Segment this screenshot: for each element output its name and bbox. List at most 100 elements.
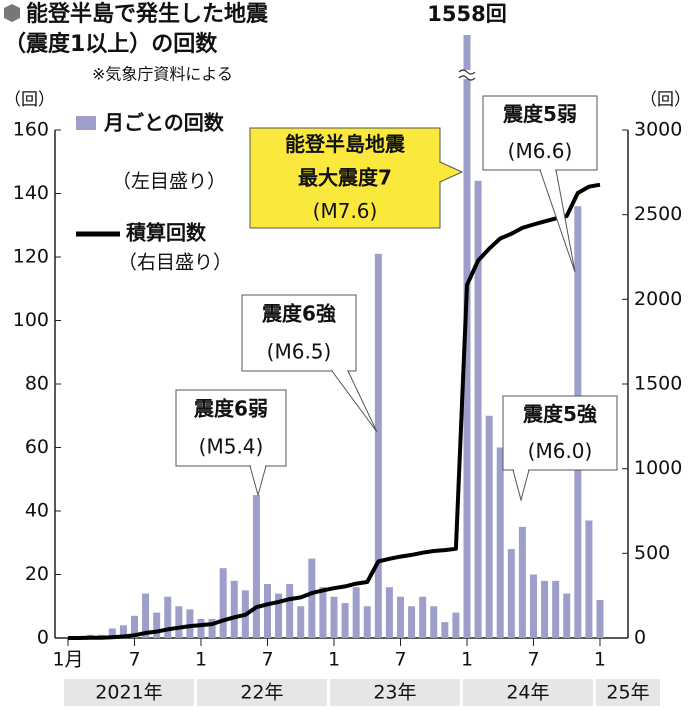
- callout-text: 震度5弱: [503, 102, 577, 126]
- bar: [197, 618, 205, 638]
- bar: [485, 415, 493, 638]
- bar: [463, 35, 471, 638]
- callout-text: (M5.4): [199, 435, 264, 459]
- callout-text: (M7.6): [313, 199, 378, 223]
- callout-pointer: [331, 370, 378, 433]
- bar: [263, 584, 271, 638]
- y2-tick-label: 2000: [634, 288, 682, 310]
- x-tick-label: 7: [527, 649, 539, 671]
- legend-note: （右目盛り）: [118, 252, 232, 274]
- year-band: [462, 679, 593, 706]
- bar: [330, 596, 338, 638]
- bar: [474, 180, 482, 639]
- legend-label: 月ごとの回数: [103, 111, 225, 135]
- callout-text: (M6.0): [528, 439, 593, 463]
- bar: [308, 558, 316, 638]
- y2-tick-label: 2500: [634, 203, 682, 225]
- callout-pointer: [439, 161, 464, 183]
- y-tick-label: 60: [25, 436, 49, 458]
- bar: [219, 568, 227, 638]
- bar: [541, 580, 549, 638]
- bar: [186, 609, 194, 638]
- bar: [208, 618, 216, 638]
- bar: [230, 580, 238, 638]
- bar: [552, 580, 560, 638]
- bar: [596, 599, 604, 638]
- bar: [585, 520, 593, 638]
- bar: [396, 596, 404, 638]
- x-tick-label: 1: [461, 649, 473, 671]
- callout-box: [175, 389, 287, 467]
- bar: [507, 549, 515, 638]
- x-tick-label: 7: [261, 649, 273, 671]
- callout-text: 震度6強: [262, 302, 336, 326]
- bar: [130, 615, 138, 638]
- callout-text: 震度6弱: [194, 397, 268, 421]
- bar: [419, 596, 427, 638]
- y-tick-label: 40: [25, 500, 49, 522]
- callout-box: [249, 127, 441, 229]
- bar: [352, 587, 360, 638]
- year-band: [196, 679, 327, 706]
- x-tick-label: 1: [594, 649, 606, 671]
- callout-text: (M6.5): [267, 340, 332, 364]
- y2-tick-label: 3000: [634, 119, 682, 141]
- y2-tick-label: 500: [634, 542, 670, 564]
- legend-label: 積算回数: [126, 221, 207, 245]
- bar: [363, 606, 371, 638]
- callout-pointer: [539, 169, 576, 273]
- y-tick-label: 120: [13, 246, 49, 268]
- x-tick-label: 1月: [52, 649, 83, 671]
- y-tick-label: 160: [13, 119, 49, 141]
- legend-note: （左目盛り）: [112, 171, 226, 193]
- bar: [529, 574, 537, 638]
- bar: [385, 587, 393, 638]
- y-unit: （回）: [4, 90, 55, 110]
- legend-swatch: [76, 116, 96, 130]
- bar: [252, 495, 260, 638]
- bar: [452, 612, 460, 638]
- bar: [164, 596, 172, 638]
- chart-title: （震度1以上）の回数: [4, 31, 218, 57]
- axis-break: [458, 70, 475, 79]
- year-label: 25年: [606, 682, 649, 704]
- bar: [441, 622, 449, 638]
- year-label: 2021年: [95, 682, 162, 704]
- y-tick-label: 20: [25, 563, 49, 585]
- year-band: [329, 679, 460, 706]
- bar: [430, 606, 438, 638]
- year-band: [595, 679, 660, 706]
- bar: [119, 625, 127, 638]
- callout-text: 最大震度7: [298, 166, 392, 190]
- year-label: 23年: [373, 682, 416, 704]
- y2-tick-label: 1000: [634, 457, 682, 479]
- bar: [108, 628, 116, 638]
- line: [68, 182, 601, 640]
- y-tick-label: 0: [37, 627, 49, 649]
- y-tick-label: 100: [13, 309, 49, 331]
- chart-title: 能登半島で発生した地震: [26, 1, 269, 27]
- bar: [175, 606, 183, 638]
- callout-pointer: [512, 469, 530, 502]
- y2-tick-label: 1500: [634, 373, 682, 395]
- bar: [374, 253, 382, 638]
- value-label: 1558回: [427, 2, 506, 26]
- bar: [408, 606, 416, 638]
- y2-tick-label: 0: [634, 627, 646, 649]
- bar: [153, 612, 161, 638]
- callout-box: [502, 395, 618, 471]
- year-label: 22年: [240, 682, 283, 704]
- callout-text: 能登半島地震: [285, 132, 406, 156]
- bar: [496, 447, 504, 638]
- bar: [286, 584, 294, 638]
- year-band: [64, 679, 194, 706]
- year-label: 24年: [506, 682, 549, 704]
- axis-break: [458, 69, 476, 81]
- callout-box: [482, 95, 598, 171]
- x-tick-label: 1: [195, 649, 207, 671]
- bar: [341, 603, 349, 638]
- y-tick-label: 80: [25, 373, 49, 395]
- x-tick-label: 7: [128, 649, 140, 671]
- bar: [142, 593, 150, 638]
